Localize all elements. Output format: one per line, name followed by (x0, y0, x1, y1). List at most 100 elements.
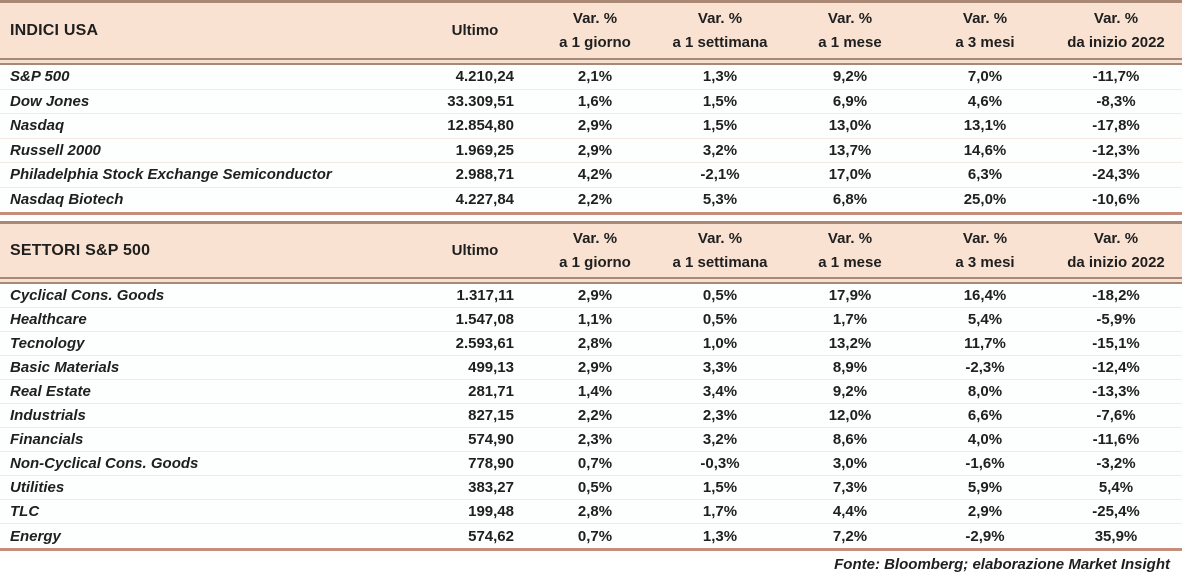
row-var-1d: 2,9% (577, 359, 613, 376)
row-var-1d: 2,9% (577, 287, 613, 304)
row-var-1m: 3,0% (832, 455, 868, 472)
row-var-ytd: -10,6% (1092, 191, 1140, 209)
table-row: Philadelphia Stock Exchange Semiconducto… (0, 163, 1182, 188)
row-var-3m: 25,0% (963, 191, 1007, 209)
indici-usa-table: INDICI USA Ultimo Var. % a 1 giorno Var.… (0, 0, 1182, 215)
row-var-3m: 5,4% (967, 311, 1003, 328)
table-bottom-border (0, 212, 1182, 215)
row-var-1m: 17,0% (828, 166, 872, 184)
column-header-line1: Var. % (697, 9, 743, 27)
table-title: INDICI USA (10, 21, 99, 39)
row-var-1d: 2,1% (577, 68, 613, 86)
row-var-3m: 6,3% (967, 166, 1003, 184)
row-var-1w: 2,3% (702, 407, 738, 424)
row-var-3m: 16,4% (963, 287, 1007, 304)
column-header-line2: da inizio 2022 (1067, 253, 1165, 271)
row-var-1w: 1,3% (702, 68, 738, 86)
column-header-var-ytd: Var. % da inizio 2022 (1050, 224, 1182, 277)
row-var-1w: 1,7% (702, 503, 738, 520)
row-sector-name: Industrials (10, 407, 86, 424)
table-row: Russell 2000 1.969,25 2,9% 3,2% 13,7% 14… (0, 138, 1182, 163)
row-sector-name: TLC (10, 503, 40, 520)
table-row: Nasdaq 12.854,80 2,9% 1,5% 13,0% 13,1% -… (0, 114, 1182, 139)
row-var-1d: 0,5% (577, 479, 613, 496)
row-var-1d: 2,9% (577, 141, 613, 159)
table-row: Cyclical Cons. Goods 1.317,11 2,9% 0,5% … (0, 284, 1182, 308)
row-var-1d: 2,2% (577, 407, 613, 424)
row-sector-name: Tecnology (10, 335, 85, 352)
row-index-name: Nasdaq (10, 117, 65, 135)
column-header-var-1m: Var. % a 1 mese (780, 3, 920, 58)
column-header-line1: Var. % (697, 229, 743, 247)
row-var-1m: 12,0% (828, 407, 872, 424)
row-var-3m: 14,6% (963, 141, 1007, 159)
row-var-3m: 5,9% (967, 479, 1003, 496)
row-var-1m: 7,2% (832, 527, 868, 545)
row-var-ytd: -25,4% (1092, 503, 1140, 520)
row-var-1w: 0,5% (702, 287, 738, 304)
row-var-1w: 3,3% (702, 359, 738, 376)
row-var-1d: 2,8% (577, 335, 613, 352)
column-header-var-3m: Var. % a 3 mesi (920, 224, 1050, 277)
row-last-value: 574,90 (468, 431, 514, 448)
column-header-var-ytd: Var. % da inizio 2022 (1050, 3, 1182, 58)
indici-usa-rows: S&P 500 4.210,24 2,1% 1,3% 9,2% 7,0% -11… (0, 65, 1182, 212)
column-header-var-3m: Var. % a 3 mesi (920, 3, 1050, 58)
row-var-ytd: -13,3% (1092, 383, 1140, 400)
row-var-1w: 3,4% (702, 383, 738, 400)
row-index-name: Philadelphia Stock Exchange Semiconducto… (10, 166, 332, 184)
row-last-value: 827,15 (468, 407, 514, 424)
column-header-line2: a 1 giorno (559, 33, 631, 51)
settori-sp500-header-row: SETTORI S&P 500 Ultimo Var. % a 1 giorno… (0, 224, 1182, 277)
row-var-ytd: -24,3% (1092, 166, 1140, 184)
row-var-1d: 2,9% (577, 117, 613, 135)
row-sector-name: Energy (10, 527, 61, 545)
settori-sp500-table: SETTORI S&P 500 Ultimo Var. % a 1 giorno… (0, 221, 1182, 551)
row-var-1d: 1,1% (577, 311, 613, 328)
column-header-line1: Var. % (572, 229, 618, 247)
settori-sp500-rows: Cyclical Cons. Goods 1.317,11 2,9% 0,5% … (0, 284, 1182, 548)
column-header-line1: Var. % (1093, 229, 1139, 247)
column-header-line1: Var. % (572, 9, 618, 27)
row-sector-name: Cyclical Cons. Goods (10, 287, 165, 304)
row-var-1w: 3,2% (702, 141, 738, 159)
row-sector-name: Real Estate (10, 383, 91, 400)
row-var-3m: 2,9% (967, 503, 1003, 520)
row-index-name: Nasdaq Biotech (10, 191, 124, 209)
table-row: Basic Materials 499,13 2,9% 3,3% 8,9% -2… (0, 356, 1182, 380)
row-var-ytd: -8,3% (1096, 92, 1136, 110)
table-row: Nasdaq Biotech 4.227,84 2,2% 5,3% 6,8% 2… (0, 187, 1182, 212)
column-header-line2: a 1 giorno (559, 253, 631, 271)
column-header-var-1w: Var. % a 1 settimana (660, 3, 780, 58)
row-var-1d: 4,2% (577, 166, 613, 184)
row-index-name: Russell 2000 (10, 141, 101, 159)
column-header-ultimo: Ultimo (451, 242, 499, 259)
row-var-1m: 13,7% (828, 141, 872, 159)
table-top-border (0, 0, 1182, 3)
row-var-3m: 6,6% (967, 407, 1003, 424)
column-header-var-1w: Var. % a 1 settimana (660, 224, 780, 277)
row-var-1w: 1,5% (702, 117, 738, 135)
header-separator-line (0, 58, 1182, 65)
row-last-value: 281,71 (468, 383, 514, 400)
row-last-value: 2.988,71 (455, 166, 514, 184)
row-var-1d: 2,3% (577, 431, 613, 448)
row-var-1m: 13,2% (828, 335, 872, 352)
table-row: Real Estate 281,71 1,4% 3,4% 9,2% 8,0% -… (0, 380, 1182, 404)
row-var-3m: -1,6% (965, 455, 1005, 472)
row-sector-name: Basic Materials (10, 359, 120, 376)
table-row: S&P 500 4.210,24 2,1% 1,3% 9,2% 7,0% -11… (0, 65, 1182, 90)
row-var-1m: 6,9% (832, 92, 868, 110)
row-var-3m: 13,1% (963, 117, 1007, 135)
row-index-name: S&P 500 (10, 68, 70, 86)
row-var-3m: -2,9% (965, 527, 1005, 545)
row-var-1m: 1,7% (832, 311, 868, 328)
row-last-value: 1.969,25 (455, 141, 514, 159)
row-var-1m: 4,4% (832, 503, 868, 520)
row-last-value: 33.309,51 (447, 92, 514, 110)
column-header-line2: a 1 mese (818, 33, 882, 51)
row-last-value: 4.227,84 (455, 191, 514, 209)
row-last-value: 4.210,24 (455, 68, 514, 86)
row-var-1m: 17,9% (828, 287, 872, 304)
